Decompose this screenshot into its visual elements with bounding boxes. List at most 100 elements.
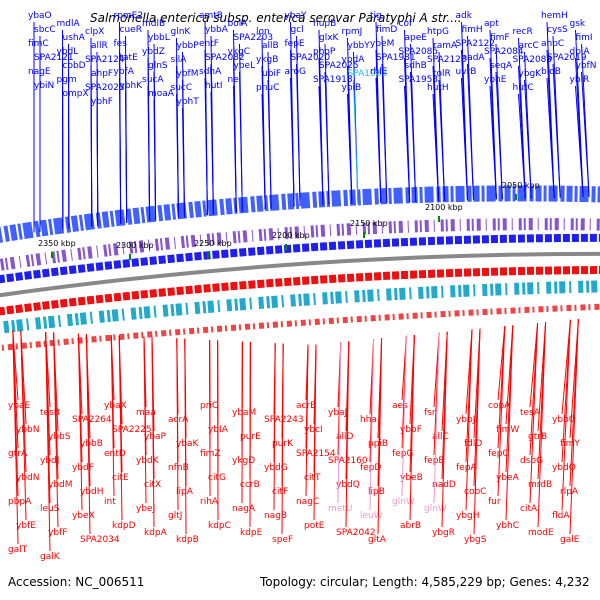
gene-label[interactable]: fldA (552, 511, 570, 521)
gene-label[interactable]: ompX (63, 89, 89, 99)
gene-label[interactable]: mrdB (528, 480, 552, 490)
gene-label[interactable]: ybaP (144, 432, 167, 442)
gene-label[interactable]: nei (228, 75, 242, 85)
gene-label[interactable]: fimI (576, 33, 593, 43)
gene-label[interactable]: glnW (424, 504, 447, 514)
gene-label[interactable]: ybbN (16, 425, 39, 435)
gene-label[interactable]: copA (488, 401, 511, 411)
gene-label[interactable]: cobD (63, 61, 86, 71)
gene-label[interactable]: ybhE (484, 75, 507, 85)
gene-label[interactable]: bioB (541, 67, 561, 77)
gene-label[interactable]: SPA2023 (85, 83, 125, 93)
gene-label[interactable]: SPA2122 (456, 39, 496, 49)
gene-label[interactable]: nupB (313, 19, 336, 29)
gene-label[interactable]: SPA2154 (296, 449, 336, 459)
gene-label[interactable]: apt (484, 19, 499, 29)
gene-label[interactable]: seqA (490, 61, 513, 71)
gene-label[interactable]: kdpE (240, 528, 263, 538)
gene-label[interactable]: rihA (200, 497, 219, 507)
gene-label[interactable]: citT (304, 473, 321, 483)
gene-label[interactable]: ybdF (72, 463, 94, 473)
gene-label[interactable]: SPA2243 (264, 415, 304, 425)
gene-label[interactable]: modE (528, 528, 554, 538)
gene-label[interactable]: hutH (427, 83, 449, 93)
gene-label[interactable]: abrB (400, 521, 421, 531)
gene-label[interactable]: potE (304, 521, 325, 531)
gene-label[interactable]: kdpB (176, 535, 199, 545)
gene-label[interactable]: fimH (462, 25, 483, 35)
gene-label[interactable]: fepB (424, 456, 445, 466)
gene-label[interactable]: ybbP (177, 41, 200, 51)
gene-label[interactable]: entD (104, 449, 126, 459)
gene-label[interactable]: arcC (519, 41, 539, 51)
gene-label[interactable]: glnK (171, 27, 192, 37)
gene-label[interactable]: lipA (176, 487, 194, 497)
gene-label[interactable]: ppiB (368, 439, 388, 449)
gene-label[interactable]: ybfA (114, 67, 135, 77)
gene-label[interactable]: ahpF (91, 69, 113, 79)
gene-label[interactable]: galT (8, 545, 28, 555)
gene-label[interactable]: sbcC (34, 25, 56, 35)
gene-label[interactable]: citF (272, 487, 288, 497)
gene-label[interactable]: gsk (570, 19, 586, 29)
gene-label[interactable]: ykgC (228, 47, 251, 57)
gene-label[interactable]: aes (392, 401, 408, 411)
gene-label[interactable]: phoP (313, 47, 336, 57)
gene-label[interactable]: SPA2225 (112, 425, 152, 435)
gene-label[interactable]: speF (272, 535, 293, 545)
gene-label[interactable]: allC (432, 432, 449, 442)
gene-label[interactable]: ykgD (232, 456, 255, 466)
gene-label[interactable]: nagA (232, 504, 256, 514)
gene-label[interactable]: acrA (168, 415, 189, 425)
gene-label[interactable]: SPA2034 (80, 535, 120, 545)
gene-label[interactable]: ybdH (80, 487, 104, 497)
gene-label[interactable]: ybiB (342, 83, 362, 93)
gene-label[interactable]: fsr (424, 408, 436, 418)
gene-label[interactable]: gtrB (528, 432, 547, 442)
gene-label[interactable]: adk (456, 11, 473, 21)
gene-label[interactable]: moaA (148, 89, 175, 99)
gene-label[interactable]: tesA (520, 408, 541, 418)
gene-label[interactable]: ybbS (48, 432, 71, 442)
gene-label[interactable]: nadD (432, 480, 456, 490)
gene-label[interactable]: SPA2020 (291, 53, 331, 63)
gene-label[interactable]: galK (40, 552, 61, 562)
gene-label[interactable]: uvrB (456, 67, 477, 77)
gene-label[interactable]: SPA1918 (313, 75, 353, 85)
gene-label[interactable]: ybdM (48, 480, 73, 490)
gene-label[interactable]: rlpA (560, 487, 579, 497)
gene-label[interactable]: maa (136, 408, 156, 418)
gene-label[interactable]: SPA2019 (547, 53, 587, 63)
gene-label[interactable]: leuS (40, 504, 60, 514)
gene-label[interactable]: SPA1953 (399, 75, 439, 85)
gene-label[interactable]: ybfF (48, 528, 67, 538)
gene-label[interactable]: ybbY (348, 41, 371, 51)
gene-label[interactable]: fimF (490, 33, 510, 43)
gene-label[interactable]: ybbA (205, 25, 229, 35)
gene-label[interactable]: fepE (285, 39, 305, 49)
gene-label[interactable]: ybiR (570, 75, 590, 85)
gene-label[interactable]: ybaO (28, 11, 52, 21)
gene-label[interactable]: kdpA (144, 528, 168, 538)
gene-label[interactable]: nfnB (168, 463, 189, 473)
gene-label[interactable]: ykgB (256, 55, 278, 65)
gene-label[interactable]: ybgR (432, 528, 455, 538)
gene-label[interactable]: metU (328, 504, 352, 514)
gene-label[interactable]: recR (513, 27, 533, 37)
gene-label[interactable]: galE (560, 535, 580, 545)
gene-label[interactable]: SPA2121 (34, 53, 74, 63)
gene-label[interactable]: ybdA (342, 55, 366, 65)
gene-label[interactable]: rhlE (370, 67, 388, 77)
gene-label[interactable]: ybhF (91, 97, 113, 107)
gene-label[interactable]: ybdK (136, 456, 160, 466)
gene-label[interactable]: priC (200, 401, 218, 411)
gene-label[interactable]: ybiN (34, 81, 54, 91)
gene-label[interactable]: ybdQ (336, 480, 360, 490)
gene-label[interactable]: acrB (296, 401, 316, 411)
gene-label[interactable]: ybdL (57, 47, 79, 57)
gene-label[interactable]: ybeJ (136, 504, 155, 514)
gene-label[interactable]: gltA (368, 535, 387, 545)
gene-label[interactable]: ahpC (541, 39, 564, 49)
gene-label[interactable]: gcl (291, 25, 304, 35)
gene-label[interactable]: cof (399, 19, 413, 29)
